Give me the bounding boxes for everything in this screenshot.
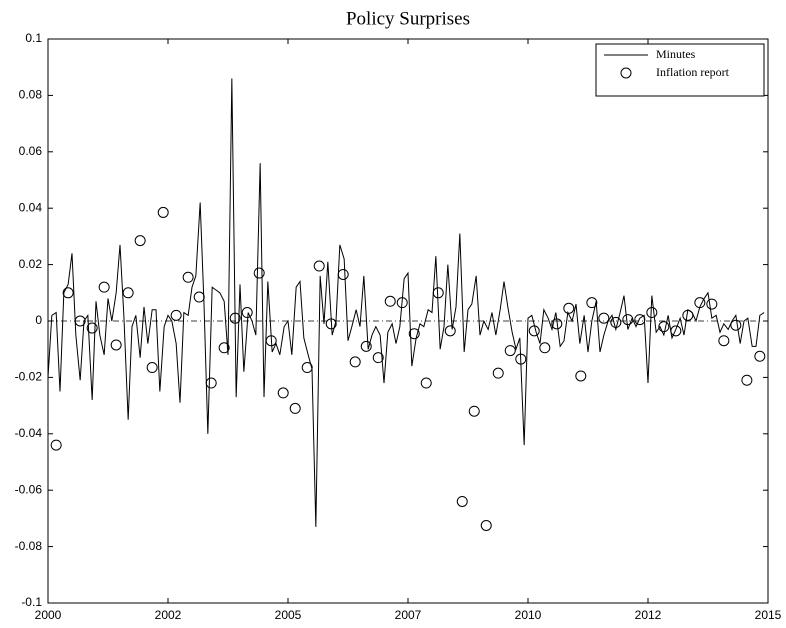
- inflation-point: [122, 287, 134, 299]
- inflation-point: [492, 367, 504, 379]
- inflation-point: [337, 268, 349, 280]
- inflation-point: [372, 352, 384, 364]
- inflation-point: [444, 325, 456, 337]
- inflation-point: [62, 287, 74, 299]
- inflation-point: [170, 309, 182, 321]
- inflation-point: [253, 267, 265, 279]
- legend-label: Inflation report: [656, 65, 730, 79]
- inflation-point: [670, 325, 682, 337]
- inflation-point: [718, 335, 730, 347]
- chart-title: Policy Surprises: [346, 8, 470, 29]
- inflation-point: [98, 281, 110, 293]
- inflation-point: [480, 519, 492, 531]
- inflation-point: [504, 345, 516, 357]
- y-tick-label: 0: [35, 313, 42, 327]
- inflation-point: [741, 374, 753, 386]
- inflation-point: [301, 362, 313, 374]
- inflation-point: [349, 356, 361, 368]
- y-tick-label: 0.1: [25, 31, 42, 45]
- inflation-point: [468, 405, 480, 417]
- inflation-point: [706, 298, 718, 310]
- inflation-point: [420, 377, 432, 389]
- legend-label: Minutes: [656, 47, 696, 61]
- x-tick-label: 2005: [275, 608, 302, 622]
- inflation-point: [146, 362, 158, 374]
- inflation-point: [86, 322, 98, 334]
- y-tick-label: 0.02: [19, 257, 43, 271]
- inflation-point: [289, 402, 301, 414]
- inflation-point: [110, 339, 122, 351]
- inflation-point: [396, 297, 408, 309]
- inflation-point: [456, 495, 468, 507]
- inflation-point: [241, 307, 253, 319]
- y-tick-label: -0.04: [15, 426, 43, 440]
- inflation-point: [313, 260, 325, 272]
- minutes-line: [47, 78, 765, 527]
- inflation-point: [325, 318, 337, 330]
- inflation-point: [229, 312, 241, 324]
- x-tick-label: 2002: [155, 608, 182, 622]
- inflation-point: [694, 297, 706, 309]
- x-tick-label: 2015: [755, 608, 782, 622]
- inflation-point: [432, 287, 444, 299]
- inflation-point: [157, 206, 169, 218]
- inflation-point: [50, 439, 62, 451]
- inflation-point: [218, 342, 230, 354]
- inflation-point: [360, 340, 372, 352]
- inflation-point: [586, 297, 598, 309]
- x-tick-label: 2007: [395, 608, 422, 622]
- inflation-point: [634, 314, 646, 326]
- y-tick-label: 0.08: [19, 88, 43, 102]
- inflation-point: [551, 318, 563, 330]
- x-tick-label: 2000: [35, 608, 62, 622]
- inflation-point: [74, 315, 86, 327]
- inflation-point: [610, 316, 622, 328]
- inflation-point: [134, 235, 146, 247]
- inflation-point: [193, 291, 205, 303]
- inflation-point: [682, 309, 694, 321]
- inflation-point: [384, 295, 396, 307]
- inflation-point: [182, 271, 194, 283]
- inflation-point: [205, 377, 217, 389]
- inflation-point: [563, 302, 575, 314]
- y-tick-label: 0.04: [19, 200, 43, 214]
- x-tick-label: 2012: [635, 608, 662, 622]
- y-tick-label: -0.06: [15, 482, 43, 496]
- inflation-point: [754, 350, 766, 362]
- y-tick-label: -0.1: [21, 595, 42, 609]
- inflation-point: [622, 314, 634, 326]
- x-tick-label: 2010: [515, 608, 542, 622]
- y-tick-label: -0.08: [15, 539, 43, 553]
- inflation-point: [646, 307, 658, 319]
- plot-frame: [47, 38, 769, 604]
- inflation-point: [515, 353, 527, 365]
- y-tick-label: 0.06: [19, 144, 43, 158]
- inflation-point: [528, 325, 540, 337]
- inflation-point: [265, 335, 277, 347]
- inflation-point: [598, 312, 610, 324]
- inflation-point: [277, 387, 289, 399]
- inflation-point: [539, 342, 551, 354]
- legend-marker: [620, 67, 632, 79]
- inflation-point: [408, 328, 420, 340]
- y-tick-label: -0.02: [15, 370, 43, 384]
- inflation-point: [575, 370, 587, 382]
- legend-box: [595, 43, 765, 97]
- inflation-point: [658, 321, 670, 333]
- inflation-point: [730, 319, 742, 331]
